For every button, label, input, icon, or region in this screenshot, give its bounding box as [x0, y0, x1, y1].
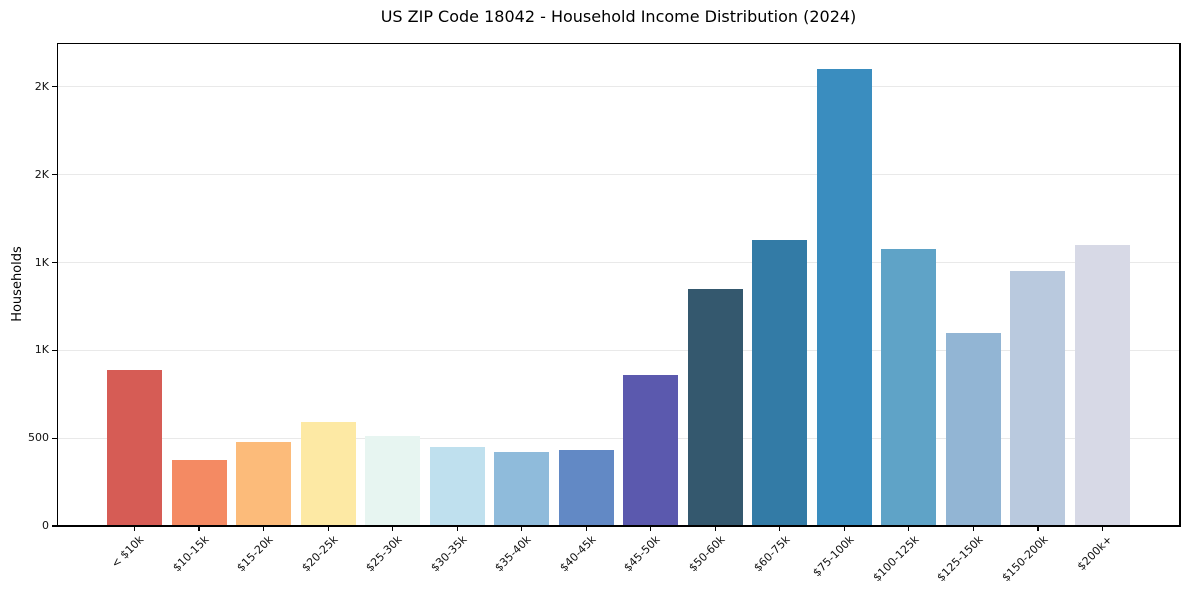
x-tick-label: $45-50k [621, 533, 663, 575]
x-tick-label: $35-40k [492, 533, 534, 575]
x-tick-label: $20-25k [299, 533, 341, 575]
y-tick-label: 2K [34, 167, 49, 181]
y-tick-label: 1K [34, 255, 49, 269]
top-spine [57, 43, 1181, 45]
x-tick-mark [456, 526, 458, 531]
x-tick-label: $10-15k [169, 533, 212, 575]
x-tick-label: $50-60k [686, 533, 728, 575]
x-tick-mark [521, 526, 523, 531]
y-tick-mark [52, 437, 57, 439]
x-tick-label: $100-125k [869, 533, 922, 585]
x-tick-mark [392, 526, 394, 531]
x-tick-mark [1101, 526, 1104, 531]
x-tick-label: $200k+ [1074, 533, 1115, 574]
x-tick-label: $40-45k [557, 533, 599, 575]
bar [687, 288, 743, 526]
bar [107, 369, 162, 526]
y-tick-mark [52, 174, 57, 176]
gridline [57, 437, 1180, 439]
left-spine [57, 43, 59, 526]
bar [171, 460, 227, 526]
x-tick-label: $125-150k [934, 533, 986, 585]
gridline [57, 349, 1180, 351]
y-tick-label: 1K [34, 343, 49, 357]
bar [494, 452, 550, 526]
x-tick-label: $75-100k [810, 533, 857, 580]
x-tick-mark [908, 526, 910, 531]
x-tick-label: $150-200k [999, 533, 1051, 585]
y-tick-mark [52, 261, 57, 264]
x-tick-label: $15-20k [234, 533, 276, 575]
y-tick-mark [52, 86, 57, 88]
chart-title: US ZIP Code 18042 - Household Income Dis… [380, 7, 857, 26]
bar [1010, 271, 1066, 526]
x-tick-mark [714, 526, 716, 531]
bar [300, 422, 356, 526]
y-tick-label: 2K [34, 79, 49, 93]
x-tick-label: $25-30k [363, 533, 405, 575]
x-tick-mark [198, 526, 200, 531]
bar [558, 449, 614, 526]
y-tick-label: 0 [42, 519, 49, 532]
x-tick-mark [133, 526, 136, 531]
plot-area [57, 43, 1180, 526]
x-tick-mark [327, 526, 329, 531]
x-tick-mark [262, 526, 265, 531]
x-tick-mark [779, 526, 781, 531]
x-axis-labels: < $10k $10-15k $15-20k $20-25k $25-30k $30-35… [57, 533, 1180, 588]
bar [365, 436, 421, 526]
x-tick-label: $60-75k [750, 533, 793, 575]
gridline [57, 262, 1180, 264]
bar [236, 441, 292, 526]
bar [429, 446, 485, 526]
y-tick-label: 500 [28, 431, 49, 445]
y-tick-mark [52, 349, 57, 351]
right-spine [1179, 43, 1181, 526]
x-tick-mark [650, 526, 652, 531]
bar [945, 332, 1001, 526]
bar [1075, 244, 1130, 526]
x-tick-label: $30-35k [428, 533, 470, 575]
x-tick-mark [585, 526, 587, 531]
bar [752, 239, 808, 526]
bar [816, 69, 872, 526]
x-tick-mark [1037, 526, 1039, 531]
bar [623, 374, 679, 526]
x-tick-mark [972, 526, 975, 531]
gridline [57, 86, 1180, 88]
x-tick-mark [843, 526, 845, 531]
bar [881, 249, 937, 526]
y-tick-mark [52, 525, 57, 527]
gridline [57, 174, 1180, 176]
x-tick-label: < $10k [109, 533, 147, 571]
bottom-spine [57, 524, 1181, 527]
